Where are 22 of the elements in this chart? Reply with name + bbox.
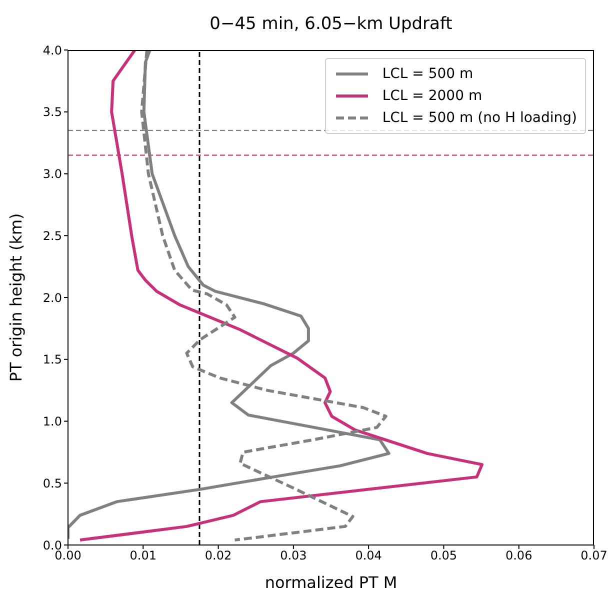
x-tick-label: 0.02 xyxy=(204,548,232,563)
legend-label: LCL = 500 m (no H loading) xyxy=(382,110,577,126)
x-tick-label: 0.06 xyxy=(506,548,532,563)
y-tick-label: 3.5 xyxy=(42,105,62,120)
y-tick-label: 0.5 xyxy=(42,476,62,490)
y-axis-title: PT origin height (km) xyxy=(6,213,26,382)
x-axis-title: normalized PT M xyxy=(264,573,398,590)
y-tick-label: 1.5 xyxy=(42,352,62,367)
legend-label: LCL = 500 m xyxy=(382,66,474,82)
y-tick-label: 4.0 xyxy=(42,43,62,58)
x-tick-label: 0.00 xyxy=(54,548,82,563)
x-tick-label: 0.05 xyxy=(430,548,458,563)
x-tick-label: 0.04 xyxy=(355,548,382,563)
x-tick-label: 0.07 xyxy=(580,548,608,563)
chart-title: 0−45 min, 6.05−km Updraft xyxy=(208,14,454,34)
x-tick-label: 0.03 xyxy=(280,548,307,563)
y-tick-label: 3.0 xyxy=(42,167,62,182)
legend-label: LCL = 2000 m xyxy=(382,88,482,104)
y-tick-label: 2.0 xyxy=(42,290,62,305)
y-tick-label: 2.5 xyxy=(42,228,62,243)
y-tick-label: 1.0 xyxy=(42,414,62,429)
x-tick-label: 0.01 xyxy=(130,548,156,563)
